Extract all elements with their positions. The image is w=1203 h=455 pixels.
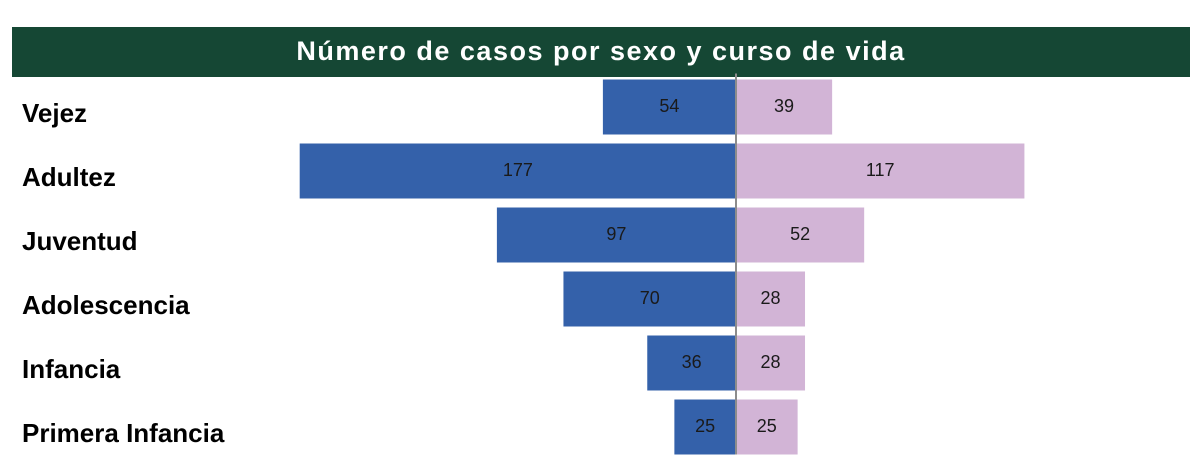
bar <box>496 207 736 263</box>
bar <box>736 143 1025 199</box>
chart-title: Número de casos por sexo y curso de vida <box>296 36 905 66</box>
bar <box>602 79 736 135</box>
category-label: Infancia <box>22 354 121 384</box>
category-label: Primera Infancia <box>22 418 225 448</box>
value-label: 70 <box>640 288 660 308</box>
category-label: Juventud <box>22 226 138 256</box>
bar <box>736 79 833 135</box>
value-label: 28 <box>760 352 780 372</box>
value-label: 54 <box>659 96 679 116</box>
value-label: 25 <box>695 416 715 436</box>
value-label: 28 <box>760 288 780 308</box>
bar <box>674 399 736 455</box>
value-label: 52 <box>790 224 810 244</box>
value-label: 177 <box>503 160 533 180</box>
bar <box>736 207 865 263</box>
title-banner <box>12 27 1190 77</box>
bar <box>736 271 806 327</box>
bar <box>736 335 806 391</box>
bar <box>563 271 736 327</box>
bar <box>647 335 736 391</box>
value-label: 25 <box>757 416 777 436</box>
value-label: 36 <box>682 352 702 372</box>
bar <box>299 143 736 199</box>
category-label: Adolescencia <box>22 290 190 320</box>
value-label: 97 <box>606 224 626 244</box>
category-label: Adultez <box>22 162 116 192</box>
value-label: 39 <box>774 96 794 116</box>
bar <box>736 399 798 455</box>
value-label: 117 <box>866 160 895 180</box>
category-label: Vejez <box>22 98 87 128</box>
